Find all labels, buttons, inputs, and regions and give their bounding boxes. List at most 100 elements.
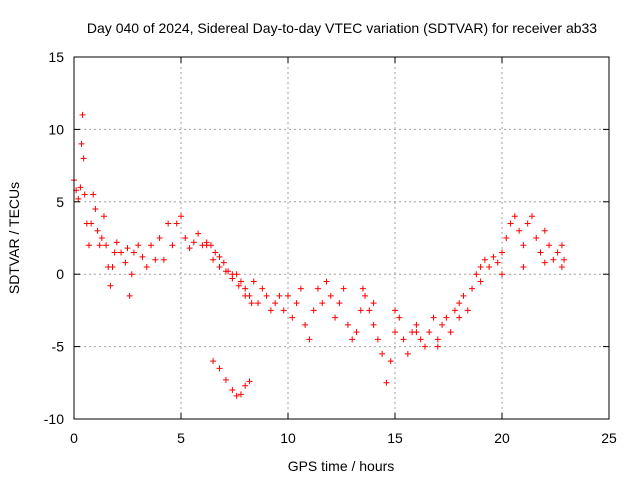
data-point [327,292,334,299]
data-point [499,249,505,256]
data-point [507,220,514,227]
data-point [78,140,85,147]
x-tick-label: 20 [494,430,510,446]
data-point [135,242,142,249]
x-tick-label: 15 [387,430,403,446]
data-point [481,256,488,263]
y-tick-labels: -10 -5 0 5 10 15 [44,49,64,427]
data-point [353,329,360,336]
data-point [148,242,155,249]
data-point [160,256,167,263]
data-point [255,300,262,307]
data-point [130,249,137,256]
data-point [533,235,540,241]
data-point [541,259,548,266]
data-point [289,314,296,321]
data-point [79,111,86,118]
data-point [222,376,229,383]
data-point [541,227,548,234]
data-point [413,321,420,328]
data-point [561,256,568,263]
data-point [293,300,300,307]
y-tick-label: 5 [56,194,64,210]
data-point [92,206,99,213]
data-point [77,184,84,191]
data-point [528,213,535,220]
data-point [439,321,446,328]
data-point [210,256,217,263]
data-point [554,249,561,256]
series-2 [210,358,253,399]
data-point [537,249,544,256]
x-tick-label: 5 [177,430,185,446]
data-point [456,300,463,307]
data-point [314,285,321,292]
data-point [216,365,223,372]
data-point [310,307,317,314]
data-point [263,292,270,299]
data-point [248,300,255,307]
plot-frame [73,56,610,420]
data-point [81,191,88,198]
series-0 [71,111,568,386]
y-tick-label: 10 [48,121,64,137]
data-point [430,314,437,321]
data-point [107,282,114,289]
data-point [447,329,454,336]
data-point [220,259,227,266]
data-point [323,278,330,285]
x-tick-label: 10 [280,430,296,446]
data-point [387,358,394,365]
y-tick-label: 15 [48,49,64,65]
data-point [451,307,458,314]
data-point [477,263,484,270]
data-point [302,321,309,328]
data-point [370,300,377,307]
data-point [421,343,428,350]
data-point [143,263,150,270]
data-point [152,256,159,263]
data-point [319,300,326,307]
data-point [203,242,210,249]
data-point [80,155,87,162]
data-point [98,235,105,241]
data-point [173,220,180,227]
data-point [297,285,304,292]
data-point [139,253,146,260]
data-point [88,220,95,227]
data-point [169,242,176,249]
data-point [417,336,424,343]
data-point [242,285,249,292]
data-point [490,253,497,260]
data-point [222,268,229,275]
data-point [126,292,133,299]
x-tick-label: 25 [601,430,617,446]
data-point [235,282,242,289]
data-point [349,336,356,343]
data-point [503,235,510,241]
x-axis-label: GPS time / hours [288,458,395,474]
data-point [511,213,518,220]
data-point [362,292,369,299]
y-axis-label: SDTVAR / TECUs [6,182,22,294]
data-point [469,285,476,292]
data-point [460,292,467,299]
data-point [558,242,565,249]
data-points [71,111,568,399]
y-tick-label: -5 [52,339,65,355]
data-point [434,343,441,350]
data-point [383,379,390,386]
data-point [280,307,287,314]
data-point [456,314,463,321]
data-point [499,271,505,278]
data-point [210,358,217,365]
data-point [546,242,553,249]
data-point [558,263,565,270]
data-point [229,271,236,278]
data-point [357,307,364,314]
data-point [165,220,172,227]
data-point [404,350,411,357]
data-point [473,271,480,278]
